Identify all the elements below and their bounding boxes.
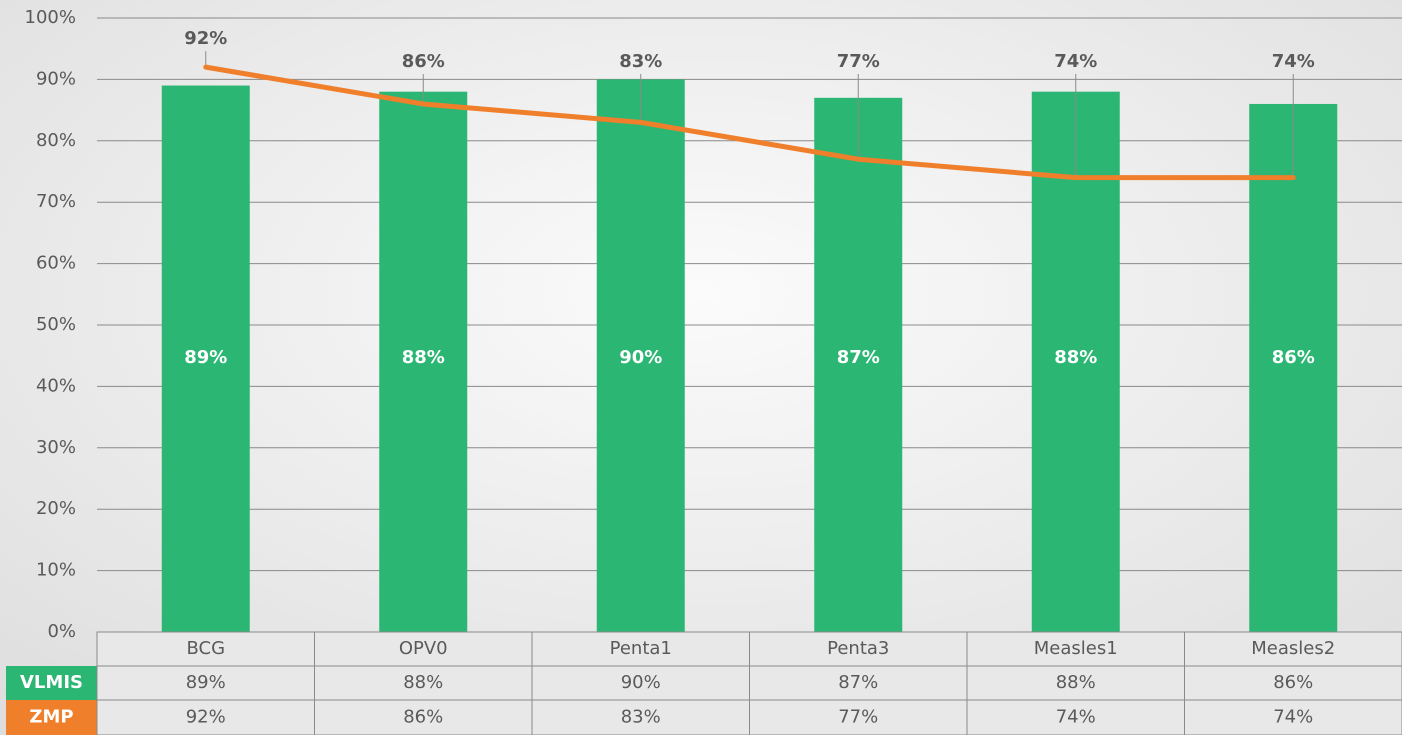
table-value: 90% [621, 672, 661, 693]
table-cell [531, 631, 750, 667]
line [203, 64, 1296, 181]
bar-value-label: 86% [1272, 347, 1315, 368]
y-tick-label: 60% [36, 253, 76, 274]
table-value: 83% [621, 707, 661, 728]
x-tick-label: Penta3 [827, 638, 889, 659]
table-value: 87% [838, 672, 878, 693]
table-cell [966, 699, 1185, 735]
bar-value-label: 89% [184, 347, 227, 368]
table-value: 88% [403, 672, 443, 693]
bar-value-label: 90% [619, 347, 662, 368]
line-value-label: 77% [837, 51, 880, 72]
line-value-label: 83% [619, 51, 662, 72]
x-tick-label: OPV0 [399, 638, 448, 659]
table-cell [96, 631, 315, 667]
table-cell [1184, 665, 1402, 701]
table-cell [96, 665, 315, 701]
bar-value-label: 88% [1054, 347, 1097, 368]
y-tick-label: 90% [36, 68, 76, 89]
table-cell [314, 665, 533, 701]
table-value: 86% [1273, 672, 1313, 693]
y-tick-label: 10% [36, 560, 76, 581]
legend-label: ZMP [29, 707, 73, 728]
y-tick-label: 70% [36, 191, 76, 212]
bar-value-label: 88% [402, 347, 445, 368]
y-tick-label: 20% [36, 498, 76, 519]
table-cell [531, 699, 750, 735]
line-value-label: 86% [402, 51, 445, 72]
y-tick-label: 100% [25, 7, 76, 28]
line-value-label: 74% [1272, 51, 1315, 72]
x-tick-label: BCG [186, 638, 225, 659]
table-cell [1184, 699, 1402, 735]
table-cell [966, 631, 1185, 667]
bar [814, 97, 903, 632]
table-value: 86% [403, 707, 443, 728]
bar [596, 79, 685, 632]
table-cell [1184, 631, 1402, 667]
bar [1031, 91, 1120, 633]
legend-label: VLMIS [20, 672, 83, 693]
x-tick-label: Penta1 [610, 638, 672, 659]
x-tick-label: Measles1 [1034, 638, 1118, 659]
table-value: 74% [1273, 707, 1313, 728]
line-value-label: 74% [1054, 51, 1097, 72]
line-value-label: 92% [184, 28, 227, 49]
bar [1249, 103, 1338, 632]
y-tick-label: 40% [36, 375, 76, 396]
table-cell [96, 699, 315, 735]
table-value: 92% [186, 707, 226, 728]
table-cell [314, 699, 533, 735]
bar [379, 91, 468, 633]
y-tick-label: 80% [36, 130, 76, 151]
table-cell [531, 665, 750, 701]
table-value: 88% [1056, 672, 1096, 693]
table-value: 77% [838, 707, 878, 728]
table-value: 74% [1056, 707, 1096, 728]
x-tick-label: Measles2 [1251, 638, 1335, 659]
y-tick-label: 30% [36, 437, 76, 458]
table-value: 89% [186, 672, 226, 693]
bar [161, 85, 250, 633]
bar-value-label: 87% [837, 347, 880, 368]
y-tick-label: 50% [36, 314, 76, 335]
legend-swatch [6, 700, 97, 735]
y-tick-label: 0% [47, 621, 76, 642]
legend-swatch [6, 666, 97, 700]
table-cell [966, 665, 1185, 701]
